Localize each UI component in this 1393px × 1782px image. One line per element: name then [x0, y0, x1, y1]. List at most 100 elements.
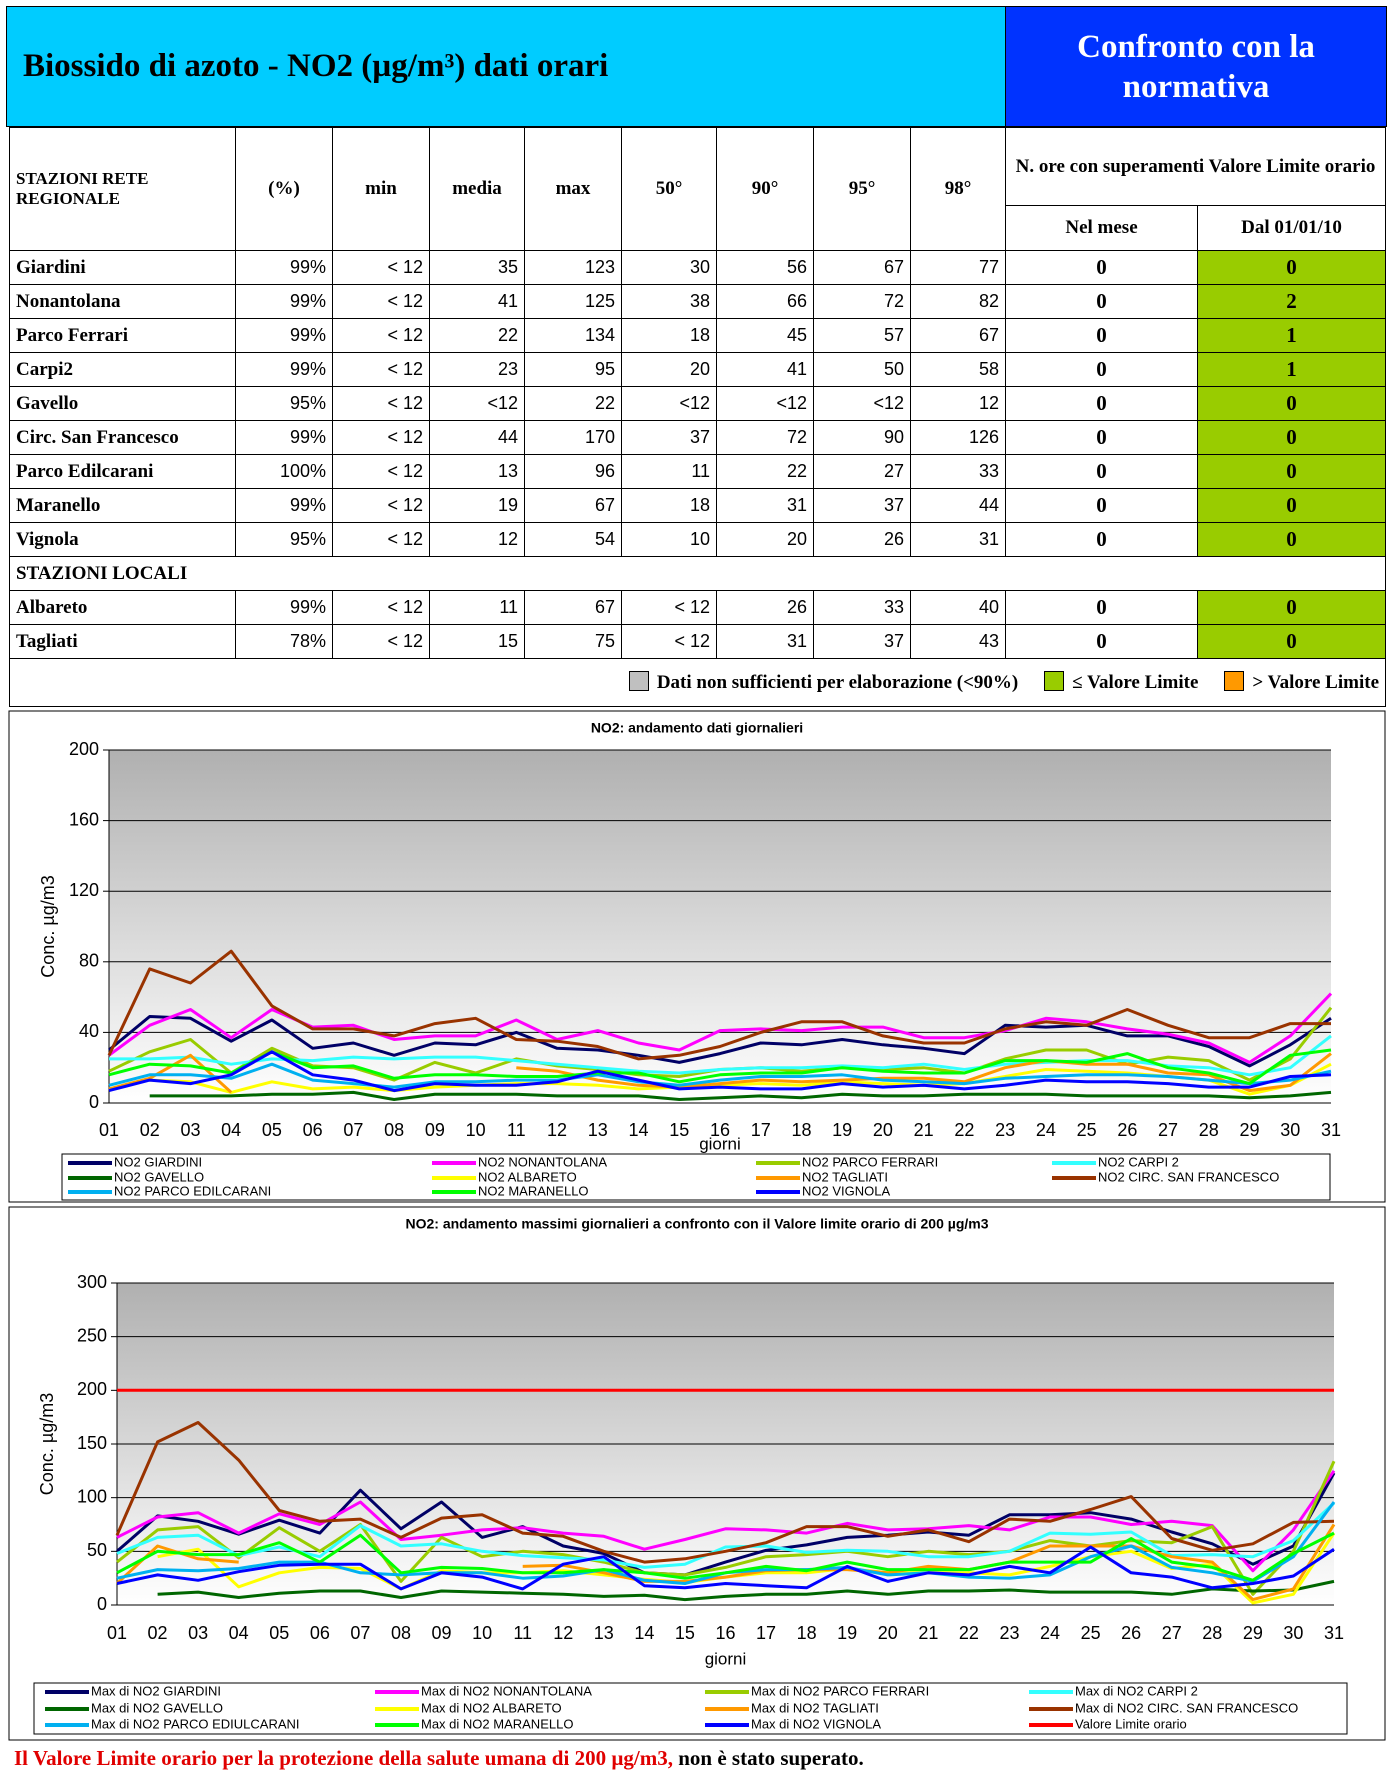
- table-row: Nonantolana 99% < 12 41 125 38 66 72 82 0 2: [9, 284, 1387, 319]
- table-cell: 38: [621, 284, 717, 319]
- table-cell: 67: [524, 590, 622, 625]
- table-cell: 0: [1005, 318, 1198, 353]
- table-cell: 0: [1005, 488, 1198, 523]
- table-cell: 54: [524, 522, 622, 557]
- x-tick-label: 31: [1321, 1120, 1341, 1140]
- x-tick-label: 03: [180, 1120, 200, 1140]
- table-cell: 99%: [235, 284, 333, 319]
- table-cell: 66: [716, 284, 814, 319]
- x-tick-label: 29: [1243, 1623, 1263, 1643]
- x-tick-label: 09: [425, 1120, 445, 1140]
- series-line: [108, 1052, 1332, 1094]
- table-cell: 72: [716, 420, 814, 455]
- series-line: [108, 1015, 1332, 1068]
- table-row: Vignola 95% < 12 12 54 10 20 26 31 0 0: [9, 522, 1387, 557]
- x-tick-label: 27: [1158, 1120, 1178, 1140]
- group-header: N. ore con superamenti Valore Limite ora…: [1004, 127, 1387, 206]
- x-tick-label: 04: [221, 1120, 241, 1140]
- table-cell: 67: [813, 250, 911, 285]
- table-cell: 0: [1005, 454, 1198, 489]
- legend-label: Max di NO2 VIGNOLA: [751, 1716, 881, 1731]
- series-line: [108, 1050, 1332, 1093]
- table-cell: 44: [429, 420, 525, 455]
- table-cell: 75: [524, 624, 622, 659]
- table-cell: 19: [429, 488, 525, 523]
- series-line: [108, 1006, 1333, 1082]
- table-cell: 0: [1196, 488, 1387, 523]
- table-row: Tagliati 78% < 12 15 75 < 12 31 37 43 0 0: [9, 624, 1387, 659]
- table-cell: 100%: [235, 454, 333, 489]
- series-line: [115, 1523, 1336, 1602]
- footer: Il Valore Limite orario per la protezion…: [14, 1746, 864, 1771]
- table-cell: 72: [813, 284, 911, 319]
- table-cell: 0: [1005, 522, 1198, 557]
- x-tick-label: 23: [999, 1623, 1019, 1643]
- x-tick-label: 19: [832, 1120, 852, 1140]
- column-header: 95°: [813, 127, 911, 251]
- x-tick-label: 02: [148, 1623, 168, 1643]
- title: Biossido di azoto - NO2 (µg/m³) dati ora…: [23, 48, 609, 84]
- table-cell: 99%: [235, 488, 333, 523]
- column-header: 90°: [716, 127, 814, 251]
- x-tick-label: 27: [1162, 1623, 1182, 1643]
- x-tick-label: 16: [715, 1623, 735, 1643]
- table-cell: 2: [1196, 284, 1387, 319]
- x-axis-label: giorni: [699, 1134, 741, 1153]
- table-cell: 13: [429, 454, 525, 489]
- table-cell: <12: [621, 386, 717, 421]
- series-line: [115, 1421, 1335, 1564]
- footer-warning: Il Valore Limite orario per la protezion…: [14, 1746, 673, 1770]
- series-line: [116, 1545, 1335, 1591]
- y-axis-label: Conc. µg/m3: [37, 1393, 57, 1495]
- legend-label: ≤ Valore Limite: [1072, 672, 1199, 693]
- table-cell: 45: [716, 318, 814, 353]
- table-cell: 20: [716, 522, 814, 557]
- x-tick-label: 08: [391, 1623, 411, 1643]
- y-tick-label: 0: [89, 1092, 99, 1112]
- table-cell: 12: [429, 522, 525, 557]
- series-line: [116, 1472, 1336, 1577]
- x-tick-label: 15: [675, 1623, 695, 1643]
- legend-label: NO2 TAGLIATI: [802, 1169, 888, 1184]
- legend-cell: Dati non sufficienti per elaborazione (<…: [8, 658, 1387, 707]
- legend-label: Dati non sufficienti per elaborazione (<…: [656, 672, 1019, 693]
- legend-label: Max di NO2 PARCO EDIULCARANI: [91, 1716, 300, 1731]
- series-line: [116, 1501, 1336, 1585]
- y-tick-label: 150: [77, 1433, 107, 1453]
- table-cell: 0: [1005, 352, 1198, 387]
- table-cell: 0: [1196, 250, 1387, 285]
- series-line: [108, 992, 1333, 1064]
- series-line: [157, 1532, 1336, 1605]
- legend-label: NO2 PARCO EDILCARANI: [114, 1183, 271, 1198]
- table-cell: 0: [1196, 624, 1387, 659]
- table-cell: < 12: [332, 318, 430, 353]
- y-tick-label: 0: [97, 1594, 107, 1614]
- table-cell: <12: [813, 386, 911, 421]
- x-tick-label: 11: [513, 1623, 532, 1643]
- x-tick-label: 22: [954, 1120, 974, 1140]
- x-tick-label: 10: [466, 1120, 486, 1140]
- table-cell: 0: [1196, 454, 1387, 489]
- title-box: Biossido di azoto - NO2 (µg/m³) dati ora…: [6, 6, 1006, 127]
- plot-area: [109, 750, 1331, 1103]
- x-tick-label: 04: [229, 1623, 249, 1643]
- y-tick-label: 100: [77, 1486, 107, 1506]
- table-cell: 0: [1005, 624, 1198, 659]
- legend-swatch: [1224, 671, 1245, 691]
- series-line: [116, 1469, 1336, 1573]
- table-row: Parco Ferrari 99% < 12 22 134 18 45 57 67 0 1: [9, 318, 1387, 353]
- table-cell: 56: [716, 250, 814, 285]
- table-cell: <12: [429, 386, 525, 421]
- series-line: [157, 1579, 1335, 1602]
- x-tick-label: 25: [1081, 1623, 1101, 1643]
- table-cell: 41: [716, 352, 814, 387]
- series-line: [149, 1090, 1332, 1101]
- table-cell: 96: [524, 454, 622, 489]
- table-cell: 95%: [235, 386, 333, 421]
- table-cell: < 12: [332, 386, 430, 421]
- table-cell: 37: [813, 624, 911, 659]
- legend-label: Max di NO2 GIARDINI: [91, 1683, 221, 1698]
- table-row: Albareto 99% < 12 11 67 < 12 26 33 40 0 0: [9, 590, 1387, 625]
- x-tick-label: 06: [303, 1120, 323, 1140]
- table-cell: 170: [524, 420, 622, 455]
